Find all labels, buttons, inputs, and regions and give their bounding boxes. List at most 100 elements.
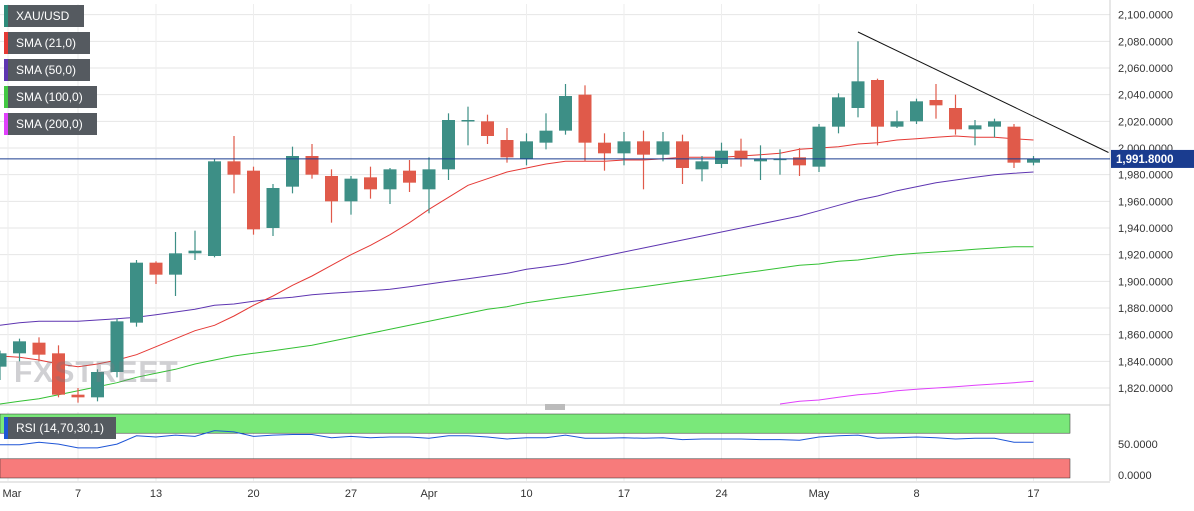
candle-body bbox=[227, 161, 241, 175]
candle-body bbox=[637, 141, 650, 155]
legend-swatch bbox=[4, 113, 8, 135]
y-tick-label: 2,040.0000 bbox=[1118, 90, 1173, 102]
x-tick-label: 24 bbox=[715, 488, 727, 500]
legend-swatch bbox=[4, 417, 8, 439]
x-tick-label: Mar bbox=[3, 488, 22, 500]
candle bbox=[208, 158, 221, 258]
y-tick-label: 1,920.0000 bbox=[1118, 250, 1173, 262]
candle bbox=[871, 78, 884, 146]
x-tick-label: 20 bbox=[247, 488, 259, 500]
candle bbox=[754, 145, 767, 180]
candle-body bbox=[988, 121, 1001, 127]
x-tick-label: 17 bbox=[1027, 488, 1039, 500]
candle-body bbox=[130, 262, 143, 323]
candle bbox=[793, 148, 806, 176]
candle-body bbox=[695, 161, 709, 170]
candle bbox=[1027, 156, 1040, 166]
candle-body bbox=[442, 120, 455, 170]
x-tick-label: 10 bbox=[520, 488, 532, 500]
y-tick-label: 1,940.0000 bbox=[1118, 223, 1173, 235]
legend-label: SMA (200,0) bbox=[16, 117, 83, 131]
legend-item[interactable]: XAU/USD bbox=[4, 5, 84, 27]
candle bbox=[344, 176, 358, 215]
candle bbox=[305, 144, 319, 179]
candle bbox=[578, 85, 592, 162]
x-tick-label: Apr bbox=[420, 488, 437, 500]
x-tick-label: 13 bbox=[150, 488, 162, 500]
candle-body bbox=[656, 141, 670, 155]
candle bbox=[0, 350, 7, 380]
candle-body bbox=[344, 178, 358, 202]
y-tick-label: 1,900.0000 bbox=[1118, 276, 1173, 288]
candle-body bbox=[968, 125, 982, 130]
candle bbox=[734, 138, 748, 167]
candle-body bbox=[91, 372, 104, 398]
x-tick-label: 8 bbox=[913, 488, 919, 500]
candle-body bbox=[52, 353, 65, 395]
candle-body bbox=[793, 157, 806, 166]
legend-item[interactable]: SMA (21,0) bbox=[4, 32, 90, 54]
candle-body bbox=[32, 342, 46, 355]
pane-resize-handle[interactable] bbox=[545, 404, 565, 410]
y-tick-label: 1,840.0000 bbox=[1118, 356, 1173, 368]
candle-body bbox=[1027, 158, 1040, 163]
candle-body bbox=[734, 150, 748, 159]
legend-item[interactable]: SMA (200,0) bbox=[4, 113, 97, 135]
candle bbox=[598, 133, 611, 171]
watermark: FXSTREET bbox=[14, 356, 179, 389]
candle bbox=[169, 232, 182, 296]
candle-body bbox=[676, 141, 689, 168]
legend-swatch bbox=[4, 59, 8, 81]
legend-label: RSI (14,70,30,1) bbox=[16, 421, 105, 435]
sma-50-line bbox=[0, 171, 1034, 326]
candle-body bbox=[559, 96, 572, 131]
y-tick-label: 1,960.0000 bbox=[1118, 196, 1173, 208]
candle-body bbox=[617, 141, 631, 154]
y-tick-label: 2,020.0000 bbox=[1118, 116, 1173, 128]
candle bbox=[500, 128, 514, 163]
candle-body bbox=[247, 170, 260, 230]
candle-body bbox=[929, 100, 943, 106]
rsi-overbought-zone bbox=[0, 413, 1071, 434]
y-tick-label: 1,860.0000 bbox=[1118, 330, 1173, 342]
candle bbox=[1007, 124, 1021, 168]
sma-200-line bbox=[779, 380, 1034, 405]
candle-body bbox=[832, 97, 845, 127]
candle bbox=[442, 113, 455, 180]
legend-item[interactable]: SMA (100,0) bbox=[4, 86, 97, 108]
candle-body bbox=[715, 150, 728, 164]
candle-body bbox=[110, 321, 124, 372]
candle-body bbox=[364, 177, 377, 190]
candle-body bbox=[910, 101, 923, 122]
candle-body bbox=[403, 170, 416, 183]
candle bbox=[559, 84, 572, 135]
rsi-oversold-zone bbox=[0, 458, 1071, 479]
candle bbox=[988, 118, 1001, 138]
price-plot-area bbox=[0, 4, 1110, 404]
candle-body bbox=[812, 126, 826, 167]
candle-body bbox=[890, 121, 904, 127]
candle bbox=[461, 106, 475, 146]
current-price-label: 1,991.8000 bbox=[1116, 154, 1174, 166]
y-tick-label: 1,980.0000 bbox=[1118, 170, 1173, 182]
candle-body bbox=[1007, 126, 1021, 163]
candle bbox=[286, 146, 299, 194]
legend-swatch bbox=[4, 86, 8, 108]
candle bbox=[929, 84, 943, 119]
candle-body bbox=[598, 142, 611, 154]
candle bbox=[910, 98, 923, 124]
candle-body bbox=[578, 94, 592, 143]
sma-100-line bbox=[0, 246, 1034, 405]
rsi-line bbox=[0, 430, 1034, 449]
candle bbox=[539, 113, 553, 150]
rsi-y-tick-label: 50.0000 bbox=[1118, 439, 1158, 451]
rsi-legend-item[interactable]: RSI (14,70,30,1) bbox=[4, 417, 116, 439]
candle bbox=[403, 160, 416, 192]
resistance-trendline bbox=[857, 31, 1109, 153]
candle bbox=[32, 337, 46, 362]
x-tick-label: 17 bbox=[618, 488, 630, 500]
candle bbox=[637, 130, 650, 190]
legend-item[interactable]: SMA (50,0) bbox=[4, 59, 90, 81]
